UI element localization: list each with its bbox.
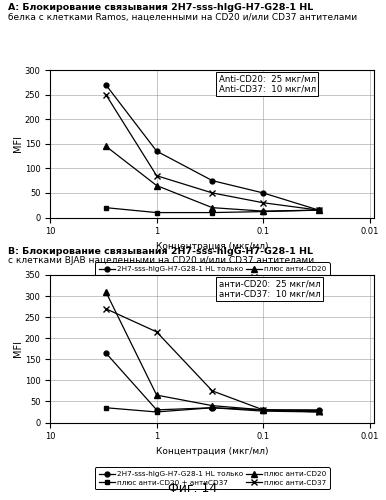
- 2H7-sss-hIgG-H7-G28-1 HL только: [210, 405, 215, 411]
- плюс анти-CD37: [154, 329, 159, 335]
- плюс анти-CD20: [154, 182, 159, 188]
- Text: анти-CD20:  25 мкг/мл
анти-CD37:  10 мкг/мл: анти-CD20: 25 мкг/мл анти-CD37: 10 мкг/м…: [219, 280, 320, 299]
- Line: 2H7-sss-hIgG-H7-G28-1 HL только: 2H7-sss-hIgG-H7-G28-1 HL только: [103, 82, 321, 212]
- плюс анти-CD20 + антиCD37: [317, 409, 321, 415]
- плюс анти-CD20 + антиCD37: [154, 409, 159, 415]
- плюс анти-CD37: [154, 172, 159, 178]
- плюс анти-CD20: [261, 208, 266, 214]
- Y-axis label: MFI: MFI: [13, 340, 23, 357]
- Text: В: Блокирование связывания 2H7-sss-hIgG-H7-G28-1 HL: В: Блокирование связывания 2H7-sss-hIgG-…: [8, 246, 313, 256]
- плюс анти-CD37: [103, 306, 108, 312]
- плюс анти-CD20 + антиCD37: [103, 405, 108, 411]
- Text: белка с клетками Ramos, нацеленными на CD20 и/или CD37 антителами: белка с клетками Ramos, нацеленными на C…: [8, 13, 357, 22]
- 2H7-sss-hIgG-H7-G28-1 HL только: [154, 148, 159, 154]
- плюс анти-CD20 + антиCD37: [261, 208, 266, 214]
- Line: плюс анти-CD20 + антиCD37: плюс анти-CD20 + антиCD37: [103, 406, 321, 414]
- Line: 2H7-sss-hIgG-H7-G28-1 HL только: 2H7-sss-hIgG-H7-G28-1 HL только: [103, 350, 321, 412]
- 2H7-sss-hIgG-H7-G28-1 HL только: [103, 350, 108, 356]
- Legend: 2H7-sss-hIgG-H7-G28-1 HL только, плюс анти-CD20 + антиCD37, плюс анти-CD20, плюс: 2H7-sss-hIgG-H7-G28-1 HL только, плюс ан…: [95, 262, 330, 284]
- 2H7-sss-hIgG-H7-G28-1 HL только: [210, 178, 215, 184]
- плюс анти-CD20 + антиCD37: [103, 204, 108, 210]
- плюс анти-CD20: [103, 289, 108, 295]
- Line: плюс анти-CD20 + антиCD37: плюс анти-CD20 + антиCD37: [103, 205, 321, 215]
- плюс анти-CD37: [210, 388, 215, 394]
- плюс анти-CD20 + антиCD37: [317, 207, 321, 213]
- плюс анти-CD20 + антиCD37: [261, 408, 266, 414]
- плюс анти-CD37: [261, 200, 266, 206]
- плюс анти-CD20 + антиCD37: [210, 405, 215, 411]
- Text: с клетками BJAB нацеленными на CD20 и/или CD37 антителами: с клетками BJAB нацеленными на CD20 и/ил…: [8, 256, 314, 265]
- плюс анти-CD20: [317, 207, 321, 213]
- Line: плюс анти-CD37: плюс анти-CD37: [102, 91, 322, 214]
- Text: Фиг. 14: Фиг. 14: [168, 482, 218, 495]
- плюс анти-CD20: [261, 407, 266, 413]
- плюс анти-CD37: [103, 92, 108, 98]
- 2H7-sss-hIgG-H7-G28-1 HL только: [103, 82, 108, 88]
- плюс анти-CD37: [210, 190, 215, 196]
- плюс анти-CD20: [103, 143, 108, 149]
- плюс анти-CD37: [317, 207, 321, 213]
- Text: Anti-CD20:  25 мкг/мл
Anti-CD37:  10 мкг/мл: Anti-CD20: 25 мкг/мл Anti-CD37: 10 мкг/м…: [219, 74, 316, 94]
- 2H7-sss-hIgG-H7-G28-1 HL только: [261, 407, 266, 413]
- Line: плюс анти-CD20: плюс анти-CD20: [103, 144, 322, 214]
- 2H7-sss-hIgG-H7-G28-1 HL только: [154, 407, 159, 413]
- Line: плюс анти-CD20: плюс анти-CD20: [103, 289, 322, 414]
- плюс анти-CD20: [154, 392, 159, 398]
- плюс анти-CD20: [210, 402, 215, 408]
- Y-axis label: MFI: MFI: [13, 135, 23, 152]
- плюс анти-CD37: [317, 409, 321, 415]
- Legend: 2H7-sss-hIgG-H7-G28-1 HL только, плюс анти-CD20 + антиCD37, плюс анти-CD20, плюс: 2H7-sss-hIgG-H7-G28-1 HL только, плюс ан…: [95, 468, 330, 489]
- плюс анти-CD20 + антиCD37: [154, 210, 159, 216]
- X-axis label: Концентрация (мкг/мл): Концентрация (мкг/мл): [156, 242, 269, 251]
- Line: плюс анти-CD37: плюс анти-CD37: [102, 305, 322, 416]
- плюс анти-CD37: [261, 407, 266, 413]
- плюс анти-CD20 + антиCD37: [210, 210, 215, 216]
- 2H7-sss-hIgG-H7-G28-1 HL только: [317, 407, 321, 413]
- X-axis label: Концентрация (мкг/мл): Концентрация (мкг/мл): [156, 447, 269, 456]
- Text: А: Блокирование связывания 2H7-sss-hIgG-H7-G28-1 HL: А: Блокирование связывания 2H7-sss-hIgG-…: [8, 4, 313, 13]
- плюс анти-CD20: [317, 408, 321, 414]
- плюс анти-CD20: [210, 204, 215, 210]
- 2H7-sss-hIgG-H7-G28-1 HL только: [261, 190, 266, 196]
- 2H7-sss-hIgG-H7-G28-1 HL только: [317, 207, 321, 213]
